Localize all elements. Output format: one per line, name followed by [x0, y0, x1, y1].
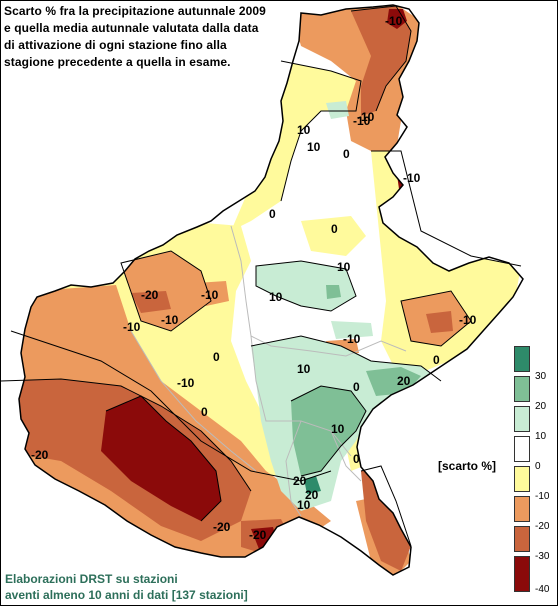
contour-label: -20 [141, 288, 159, 302]
contour-label: 10 [307, 140, 321, 154]
contour-label: 10 [297, 498, 311, 512]
contour-label: 0 [353, 452, 360, 466]
region-outline [18, 4, 524, 576]
credit-line-2: aventi almeno 10 anni di dati [137 stazi… [5, 588, 248, 602]
legend-tick-label: -10 [535, 491, 550, 502]
title-line-2: e quella media autunnale valutata dalla … [4, 21, 259, 35]
contour-label: 0 [213, 350, 220, 364]
contour-label: -20 [249, 528, 267, 542]
contour-label: 0 [433, 353, 440, 367]
legend-tick-label: 20 [535, 401, 547, 412]
contour-label: 20 [305, 488, 319, 502]
legend-swatch [514, 496, 530, 522]
contour-label: 10 [337, 260, 351, 274]
legend-swatch [514, 436, 530, 462]
contour-label: -20 [213, 520, 231, 534]
legend: 30 20 10 0 -10 -20 -30 -40 [514, 346, 557, 596]
contour-label: 0 [343, 147, 350, 161]
contour-label: 0 [269, 207, 276, 221]
contour-label-group: 10 -10 0 10 -10 -10 10 0 0 0 -10 10 -10 … [31, 14, 477, 542]
contour-label: -10 [403, 171, 421, 185]
title-line-1: Scarto % fra la precipitazione autunnale… [4, 4, 266, 18]
credit-line-1: Elaborazioni DRST su stazioni [5, 572, 178, 586]
province-boundaries [130, 225, 407, 517]
contour-label: 20 [293, 474, 307, 488]
contour-label: -10 [123, 320, 141, 334]
legend-tick-label: -30 [535, 551, 550, 562]
legend-swatch [514, 346, 530, 372]
legend-tick-label: -40 [535, 584, 550, 595]
legend-tick-label: 0 [535, 461, 541, 472]
contour-label: 20 [397, 374, 411, 388]
contour-label: -10 [161, 313, 179, 327]
contour-label: -10 [357, 110, 375, 124]
contour-label: 0 [201, 405, 208, 419]
legend-swatch [514, 376, 530, 402]
contour-label: 10 [331, 422, 345, 436]
contour-label: 0 [353, 380, 360, 394]
legend-tick-label: 30 [535, 371, 547, 382]
contour-label: -10 [177, 376, 195, 390]
legend-swatch [514, 526, 530, 552]
contour-label: -10 [343, 332, 361, 346]
legend-title: [scarto %] [438, 459, 497, 473]
contour-label: 10 [297, 362, 311, 376]
title-line-4: stagione precedente a quella in esame. [4, 55, 231, 69]
legend-swatch [514, 466, 530, 492]
contour-label: -10 [201, 288, 219, 302]
contour-label: -10 [459, 313, 477, 327]
legend-tick-label: 10 [535, 431, 547, 442]
legend-tick-label: -20 [535, 521, 550, 532]
contour-label: -20 [31, 448, 49, 462]
legend-swatch [514, 406, 530, 432]
contour-label: 0 [331, 222, 338, 236]
contour-label: -10 [385, 14, 403, 28]
contour-label: 10 [269, 290, 283, 304]
title-line-3: di attivazione di ogni stazione fino all… [4, 38, 227, 52]
contour-label: -10 [353, 114, 371, 128]
contour-label: 10 [297, 123, 311, 137]
legend-swatch [514, 556, 530, 592]
